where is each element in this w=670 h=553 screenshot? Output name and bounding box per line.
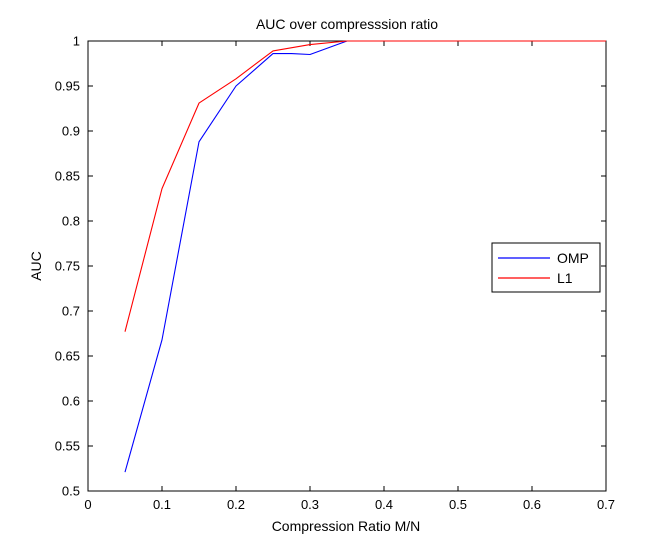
x-tick-label: 0.5 [449, 497, 467, 512]
series-line-l1 [124, 40, 606, 332]
legend-label-omp: OMP [557, 250, 589, 266]
legend-label-l1: L1 [557, 270, 573, 286]
y-tick-label: 1 [73, 34, 80, 49]
y-tick-label: 0.7 [62, 304, 80, 319]
x-axis-title: Compression Ratio M/N [272, 518, 421, 534]
y-tick-label: 0.5 [62, 484, 80, 499]
y-tick-label: 0.65 [55, 349, 80, 364]
x-tick-label: 0.2 [227, 497, 245, 512]
y-tick-label: 0.6 [62, 394, 80, 409]
y-tick-label: 0.75 [55, 259, 80, 274]
y-tick-label: 0.8 [62, 214, 80, 229]
x-tick-label: 0.3 [301, 497, 319, 512]
x-tick-label: 0 [84, 497, 91, 512]
x-tick-label: 0.7 [597, 497, 615, 512]
y-tick-label: 0.95 [55, 79, 80, 94]
legend-box [491, 242, 601, 293]
y-axis-title: AUC [28, 251, 44, 281]
x-tick-label: 0.4 [375, 497, 393, 512]
plot-area: 0 0.1 0.2 0.3 0.4 0.5 0.6 0.7 0.5 0.55 0.6 0.65 0.7 0… [55, 34, 615, 513]
chart-title: AUC over compresssion ratio [256, 16, 438, 32]
x-tick-label: 0.6 [523, 497, 541, 512]
y-tick-label: 0.55 [55, 439, 80, 454]
y-tick-label: 0.85 [55, 169, 80, 184]
y-tick-label: 0.9 [62, 124, 80, 139]
x-tick-label: 0.1 [153, 497, 171, 512]
